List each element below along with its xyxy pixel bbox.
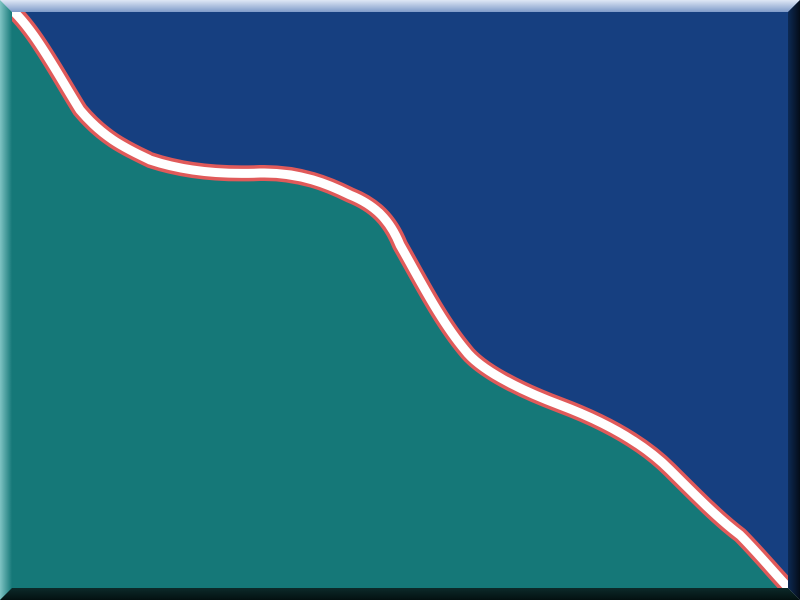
frame-right-bevel <box>788 0 800 600</box>
frame-left-bevel <box>0 0 12 600</box>
frame-top-bevel <box>0 0 800 12</box>
frame-bottom-bevel <box>0 588 800 600</box>
